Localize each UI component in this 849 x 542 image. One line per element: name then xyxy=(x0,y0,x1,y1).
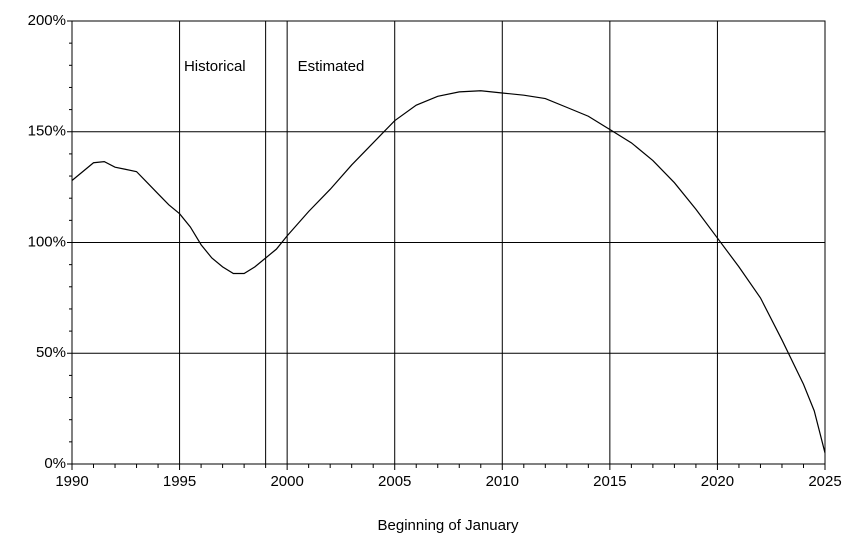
x-tick-label: 2005 xyxy=(378,473,411,490)
x-tick-label: 2000 xyxy=(270,473,303,490)
x-axis-title: Beginning of January xyxy=(378,517,519,534)
y-tick-label: 150% xyxy=(28,123,66,140)
x-tick-label: 2010 xyxy=(486,473,519,490)
x-tick-label: 2015 xyxy=(593,473,626,490)
y-tick-label: 100% xyxy=(28,233,66,250)
x-tick-label: 1990 xyxy=(55,473,88,490)
annotation: Estimated xyxy=(298,58,365,75)
x-tick-label: 1995 xyxy=(163,473,196,490)
annotation: Historical xyxy=(184,58,246,75)
x-tick-label: 2025 xyxy=(808,473,841,490)
y-tick-label: 200% xyxy=(28,12,66,29)
data-line xyxy=(71,90,826,454)
x-tick-label: 2020 xyxy=(701,473,734,490)
y-tick-label: 50% xyxy=(36,344,66,361)
y-tick-label: 0% xyxy=(44,455,66,472)
plot-frame xyxy=(71,20,826,465)
